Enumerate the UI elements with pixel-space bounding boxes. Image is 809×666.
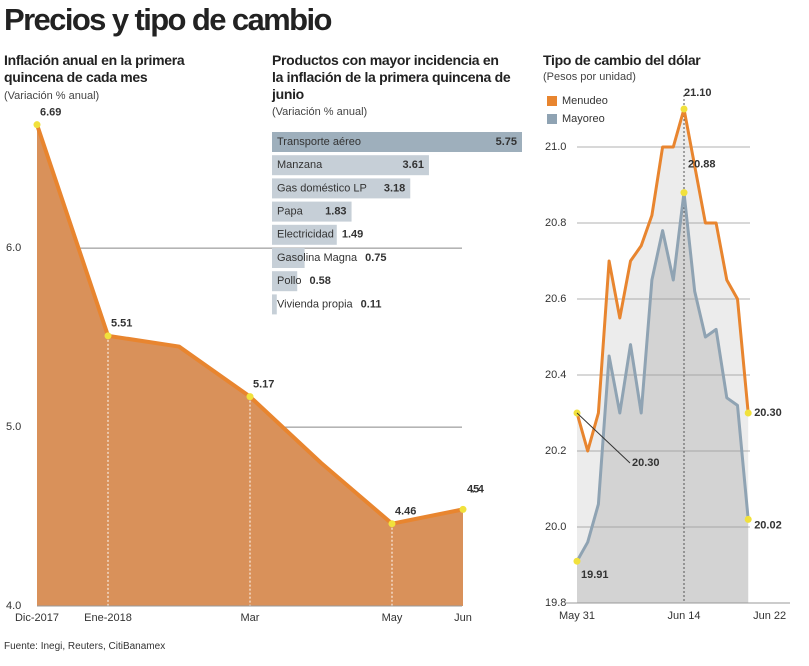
category-label: Gas doméstico LP xyxy=(277,182,367,194)
category-label: Papa xyxy=(277,206,304,218)
x-tick-label: Jun 14 xyxy=(667,610,700,622)
point xyxy=(573,557,581,565)
bar xyxy=(272,271,298,292)
bar xyxy=(272,132,522,152)
value-label: 20.02 xyxy=(754,519,782,531)
point xyxy=(459,505,467,513)
point xyxy=(744,515,752,523)
x-tick-label: Jun xyxy=(454,612,472,624)
point xyxy=(680,189,688,197)
value-label: 5.51 xyxy=(111,318,132,330)
value-label: 19.91 xyxy=(581,569,609,581)
legend-swatch xyxy=(547,96,557,106)
category-label: Gasolina Magna xyxy=(277,252,358,264)
value-label: 21.10 xyxy=(684,87,712,99)
category-label: Manzana xyxy=(277,159,323,171)
y-tick-label: 20.8 xyxy=(545,217,566,229)
chart-subtitle: (Pesos por unidad) xyxy=(543,71,636,83)
category-label: Transporte aéreo xyxy=(277,136,361,148)
value-label: 3.18 xyxy=(384,182,405,194)
point xyxy=(246,393,254,401)
bar xyxy=(272,155,429,176)
chart-subtitle: (Variación % anual) xyxy=(272,106,368,118)
value-label: 5.17 xyxy=(253,379,274,391)
value-label: 5.75 xyxy=(496,136,517,148)
point xyxy=(33,121,41,129)
x-tick-label: May 31 xyxy=(559,610,595,622)
legend-swatch xyxy=(547,114,557,124)
point xyxy=(104,332,112,340)
area xyxy=(577,192,749,603)
category-label: Electricidad xyxy=(277,229,334,241)
source-note: Fuente: Inegi, Reuters, CitiBanamex xyxy=(4,641,166,652)
y-tick-label: 5.0 xyxy=(6,421,21,433)
area xyxy=(37,124,463,607)
point xyxy=(388,520,396,528)
chart-subtitle: (Variación % anual) xyxy=(4,90,100,102)
y-tick-label: 20.6 xyxy=(545,293,566,305)
value-label: 6.69 xyxy=(40,107,61,119)
category-label: Pollo xyxy=(277,275,301,287)
x-tick-label: Dic-2017 xyxy=(15,612,59,624)
page-title: Precios y tipo de cambio xyxy=(4,2,332,37)
y-tick-label: 4.0 xyxy=(6,600,21,612)
value-label: 1.83 xyxy=(325,206,346,218)
line xyxy=(575,107,750,453)
bar xyxy=(272,178,411,199)
x-tick-label: Jun 22 xyxy=(753,610,786,622)
value-label: 20.88 xyxy=(688,159,716,171)
y-tick-label: 20.0 xyxy=(545,521,566,533)
bar xyxy=(272,294,277,315)
value-label: 3.61 xyxy=(403,159,424,171)
y-tick-label: 21.0 xyxy=(545,141,566,153)
x-tick-label: Mar xyxy=(241,612,260,624)
bar xyxy=(272,248,305,268)
bar xyxy=(272,224,337,245)
value-label: 1.49 xyxy=(342,229,363,241)
line xyxy=(575,191,750,562)
chart-title: Productos con mayor incidencia en la inf… xyxy=(272,52,511,102)
value-label: 4.46 xyxy=(395,506,416,518)
value-label: 20.30 xyxy=(632,457,660,469)
highlight-label: 4.54 xyxy=(467,483,485,495)
value-label: 0.75 xyxy=(365,252,386,264)
value-label: 20.30 xyxy=(754,407,782,419)
chart-title: Tipo de cambio del dólar xyxy=(543,52,701,68)
leader-line xyxy=(576,412,631,464)
legend-label: Mayoreo xyxy=(562,113,605,125)
line-chart: 19.8 20.0 20.2 20.4 20.6 20.8 21.0 xyxy=(545,109,750,609)
point xyxy=(744,409,752,417)
legend-label: Menudeo xyxy=(562,95,608,107)
x-tick-label: May xyxy=(382,612,403,624)
x-tick-label: Ene-2018 xyxy=(84,612,132,624)
y-tick-label: 20.4 xyxy=(545,369,566,381)
y-tick-label: 20.2 xyxy=(545,445,566,457)
bar xyxy=(272,201,352,222)
chart-title: Inflación anual en la primera quincena d… xyxy=(4,52,185,85)
category-label: Vivienda propia xyxy=(277,298,354,310)
y-tick-label: 6.0 xyxy=(6,242,21,254)
value-label: 0.11 xyxy=(361,298,382,310)
point xyxy=(680,105,688,113)
y-tick-label: 19.8 xyxy=(545,597,566,609)
value-label: 0.58 xyxy=(309,275,330,287)
